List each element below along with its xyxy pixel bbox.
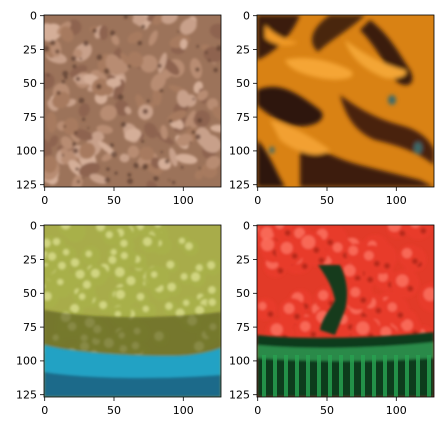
y-tick-label: 125 xyxy=(16,389,37,402)
x-tick-label: 100 xyxy=(386,194,407,207)
x-tick-label: 100 xyxy=(173,194,194,207)
y-tick-label: 50 xyxy=(236,287,250,300)
x-tick-label: 0 xyxy=(254,404,261,417)
y-tick-label: 125 xyxy=(16,179,37,192)
y-tick-label: 25 xyxy=(236,43,250,56)
y-tick-label: 75 xyxy=(236,321,250,334)
y-tick-label: 25 xyxy=(23,253,37,266)
x-tick-label: 50 xyxy=(107,404,121,417)
x-tick-label: 100 xyxy=(173,404,194,417)
x-tick-label: 0 xyxy=(254,194,261,207)
subplot-pebbles: 0 50 100 0 25 50 75 100 125 xyxy=(16,10,222,207)
y-tick-label: 0 xyxy=(243,220,250,233)
y-tick-label: 50 xyxy=(23,287,37,300)
y-tick-label: 50 xyxy=(23,77,37,90)
y-tick-label: 75 xyxy=(23,111,37,124)
image-strawberries xyxy=(257,225,434,397)
y-tick-label: 25 xyxy=(236,253,250,266)
x-tick-label: 50 xyxy=(320,194,334,207)
image-peppers xyxy=(257,15,434,187)
y-tick-label: 25 xyxy=(23,43,37,56)
y-tick-label: 100 xyxy=(16,145,37,158)
y-tick-label: 50 xyxy=(236,77,250,90)
x-ticks-grapes: 0 50 100 xyxy=(41,397,194,417)
image-pebbles xyxy=(44,15,221,187)
y-tick-label: 75 xyxy=(23,321,37,334)
y-tick-label: 100 xyxy=(229,145,250,158)
x-ticks-peppers: 0 50 100 xyxy=(254,187,407,207)
subplot-peppers: 0 50 100 0 25 50 75 100 125 xyxy=(229,10,435,207)
y-ticks-peppers: 0 25 50 75 100 125 xyxy=(229,10,257,192)
image-grapes xyxy=(44,225,221,397)
y-tick-label: 0 xyxy=(30,10,37,23)
x-ticks-strawberries: 0 50 100 xyxy=(254,397,407,417)
y-tick-label: 0 xyxy=(30,220,37,233)
x-tick-label: 50 xyxy=(320,404,334,417)
y-tick-label: 125 xyxy=(229,179,250,192)
x-tick-label: 0 xyxy=(41,404,48,417)
x-tick-label: 50 xyxy=(107,194,121,207)
y-ticks-strawberries: 0 25 50 75 100 125 xyxy=(229,220,257,402)
subplot-grapes: 0 50 100 0 25 50 75 100 125 xyxy=(16,220,222,417)
subplot-strawberries: 0 50 100 0 25 50 75 100 125 xyxy=(229,220,435,417)
y-tick-label: 100 xyxy=(229,355,250,368)
y-tick-label: 75 xyxy=(236,111,250,124)
x-tick-label: 100 xyxy=(386,404,407,417)
y-ticks-pebbles: 0 25 50 75 100 125 xyxy=(16,10,44,192)
y-tick-label: 0 xyxy=(243,10,250,23)
y-tick-label: 125 xyxy=(229,389,250,402)
y-tick-label: 100 xyxy=(16,355,37,368)
x-tick-label: 0 xyxy=(41,194,48,207)
x-ticks-pebbles: 0 50 100 xyxy=(41,187,194,207)
y-ticks-grapes: 0 25 50 75 100 125 xyxy=(16,220,44,402)
